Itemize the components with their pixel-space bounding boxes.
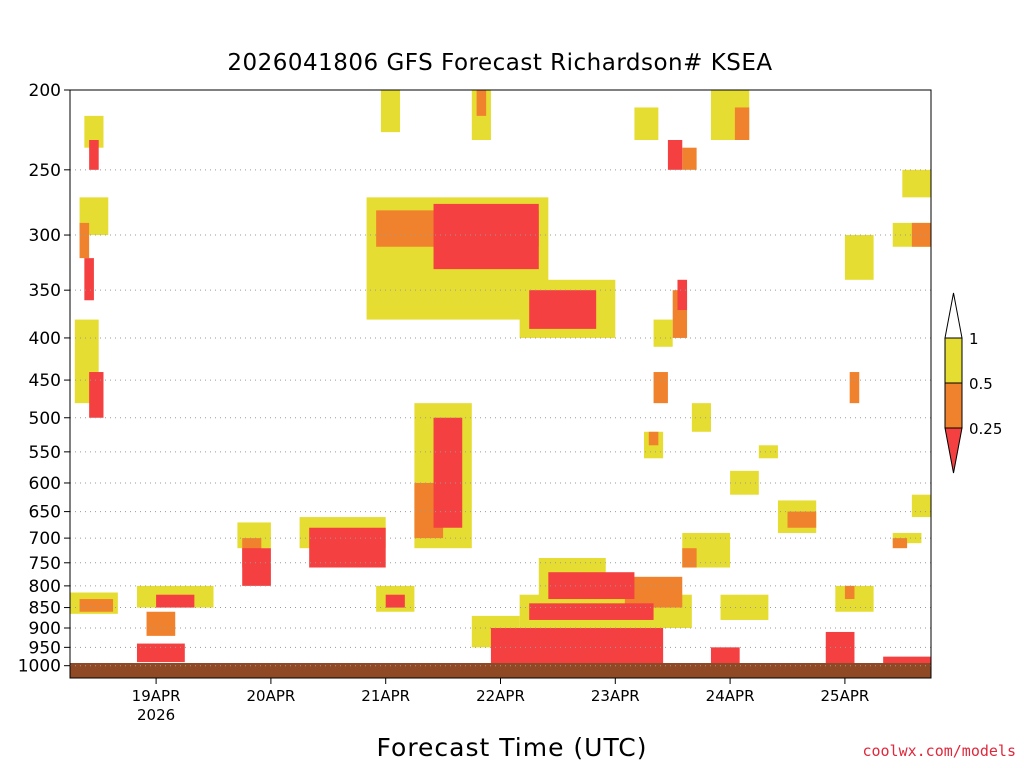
ri-cell <box>667 139 683 170</box>
ri-cell <box>79 222 90 259</box>
x-tick-label: 23APR <box>591 687 640 705</box>
colorbar-label: 1 <box>969 330 979 348</box>
plot-area <box>70 90 931 678</box>
ri-cell <box>548 572 635 600</box>
ri-cell <box>844 235 874 280</box>
ri-cell <box>911 494 931 518</box>
y-tick-label: 250 <box>29 161 61 181</box>
ri-cell <box>892 538 908 549</box>
y-tick-label: 500 <box>29 409 61 429</box>
ri-cell <box>648 431 659 446</box>
x-axis: 19APR 20APR 21APR 22APR 23APR 24APR 25APR 2026 <box>132 678 869 724</box>
plot-background <box>70 90 931 678</box>
y-tick-label: 1000 <box>18 657 61 677</box>
y-tick-label: 300 <box>29 226 61 246</box>
ri-cell <box>849 372 860 404</box>
ri-cell <box>89 372 104 418</box>
x-tick-label: 24APR <box>706 687 755 705</box>
y-tick-label: 950 <box>29 638 61 658</box>
ri-cell <box>883 656 931 668</box>
y-tick-label: 600 <box>29 474 61 494</box>
colorbar-segment <box>944 337 963 384</box>
ri-cell <box>691 403 711 432</box>
x-axis-label: Forecast Time (UTC) <box>376 733 648 762</box>
ri-cell <box>682 147 697 170</box>
ri-cell <box>146 611 176 636</box>
ri-cell <box>380 90 401 133</box>
ri-cell <box>758 445 778 459</box>
x-tick-label: 22APR <box>476 687 525 705</box>
colorbar: 1 0.5 0.25 <box>944 292 1002 474</box>
ri-cell <box>89 139 99 170</box>
y-tick-label: 350 <box>29 281 61 301</box>
chart-title: 2026041806 GFS Forecast Richardson# KSEA <box>227 50 773 76</box>
y-tick-label: 850 <box>29 599 61 619</box>
y-tick-label: 450 <box>29 371 61 391</box>
ri-cell <box>902 169 931 198</box>
colorbar-segment <box>944 292 963 339</box>
ri-cell <box>385 594 405 608</box>
y-tick-label: 700 <box>29 529 61 549</box>
ri-cell <box>476 90 487 116</box>
grid-layer <box>70 89 931 667</box>
ri-cell <box>634 107 659 140</box>
x-tick-label: 25APR <box>820 687 869 705</box>
ri-cell <box>892 532 922 544</box>
x-tick-label: 21APR <box>361 687 410 705</box>
colorbar-segment <box>944 382 963 429</box>
ri-cell <box>911 222 931 247</box>
ri-cell <box>79 599 114 612</box>
y-tick-label: 900 <box>29 619 61 639</box>
credit-text: coolwx.com/models <box>862 742 1016 760</box>
ri-cell <box>682 548 697 568</box>
ri-cell <box>433 203 539 270</box>
ri-cell <box>433 417 463 528</box>
ri-cell <box>825 631 855 666</box>
x-tick-label: 19APR <box>132 687 181 705</box>
ri-cell <box>156 594 195 608</box>
y-tick-label: 750 <box>29 554 61 574</box>
ri-cell <box>653 372 668 404</box>
y-tick-label: 800 <box>29 577 61 597</box>
ri-cell <box>242 548 271 586</box>
ri-cell <box>734 107 750 140</box>
ri-cell <box>844 585 855 600</box>
ri-cell <box>710 647 740 666</box>
y-tick-label: 550 <box>29 443 61 463</box>
ri-cell <box>309 527 386 568</box>
ri-cell <box>787 511 817 528</box>
y-tick-label: 650 <box>29 503 61 523</box>
ground-strip <box>70 663 931 678</box>
ri-cell <box>84 115 104 148</box>
ri-cell <box>84 258 94 301</box>
colorbar-label: 0.25 <box>969 420 1002 438</box>
ri-cell <box>136 643 185 663</box>
colorbar-segment <box>944 427 963 474</box>
ri-cell <box>677 279 688 311</box>
y-tick-label: 200 <box>29 81 61 101</box>
ri-cell <box>529 290 597 329</box>
y-axis: 200 250 300 350 400 450 500 550 600 650 700 750 8008… <box>18 81 70 677</box>
ri-cell <box>529 603 654 620</box>
ri-cell <box>653 319 673 347</box>
ri-cell <box>730 470 759 495</box>
x-year-label: 2026 <box>137 706 175 724</box>
x-tick-label: 20APR <box>246 687 295 705</box>
ground-layer <box>70 663 931 678</box>
ri-cell <box>720 594 769 620</box>
ri-cell <box>490 628 664 666</box>
colorbar-label: 0.5 <box>969 375 993 393</box>
y-tick-label: 400 <box>29 329 61 349</box>
